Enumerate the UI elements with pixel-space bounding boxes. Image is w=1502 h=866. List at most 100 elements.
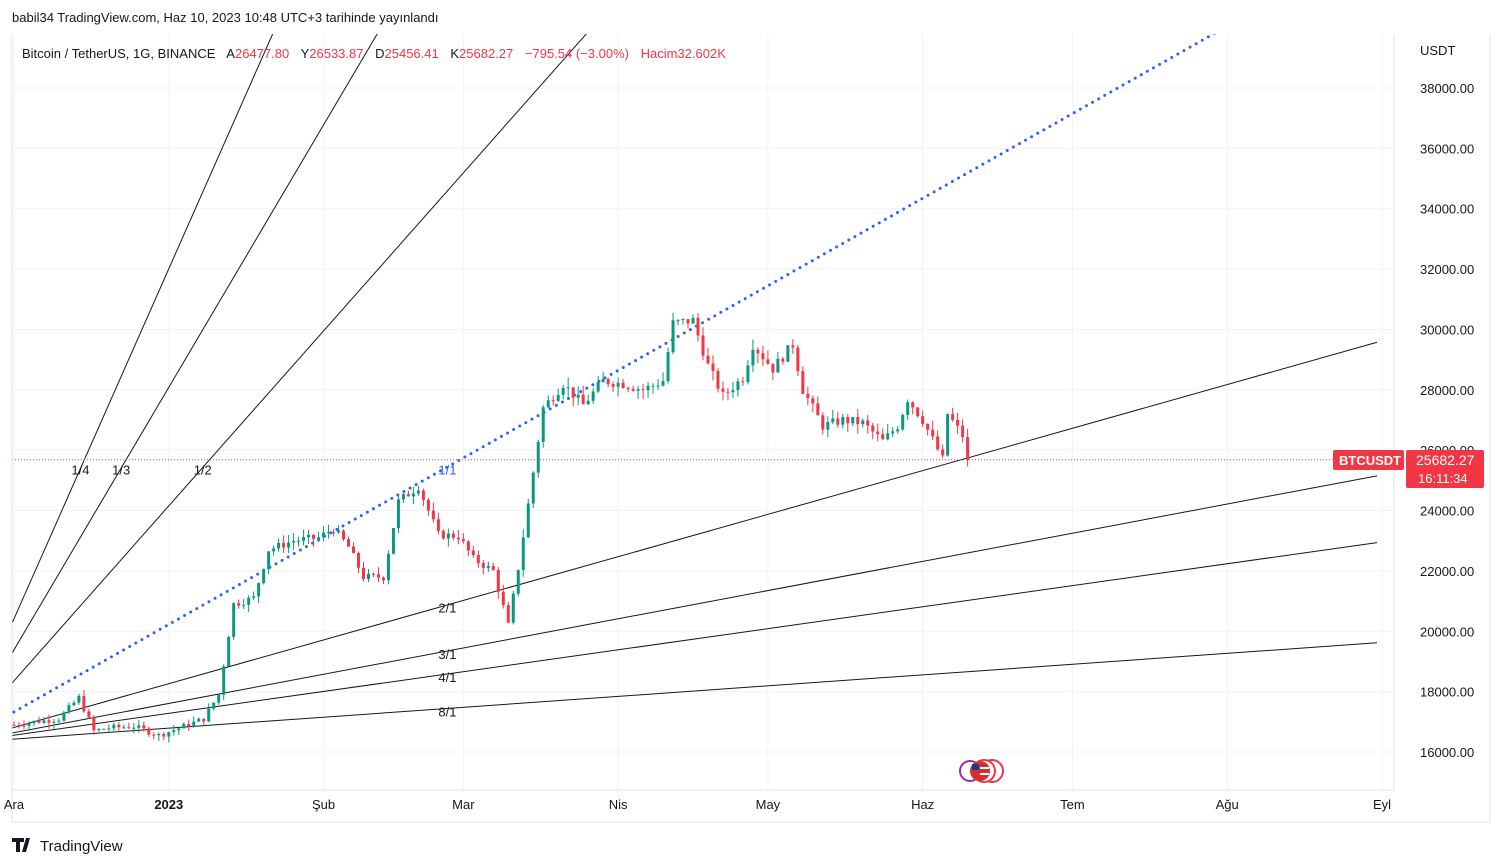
- price-tick-label: 36000.00: [1420, 141, 1474, 156]
- candle-body: [466, 541, 470, 551]
- candle-body: [52, 721, 56, 723]
- gann-line-2-1[interactable]: [0, 341, 1378, 743]
- candle-body: [716, 370, 720, 389]
- candle-body: [187, 723, 191, 727]
- candle-body: [17, 724, 21, 726]
- candle-body: [886, 433, 890, 440]
- gann-label: 1/2: [194, 462, 212, 477]
- candle-body: [531, 472, 535, 504]
- economic-events[interactable]: [959, 759, 1004, 783]
- candle-body: [566, 387, 570, 389]
- plot-area[interactable]: 1/4 1/3 1/2 1/1 2/1 3/1 4/1 8/1: [0, 0, 1394, 743]
- candle-body: [916, 407, 920, 417]
- candle-body: [22, 725, 26, 727]
- gann-line-1-3[interactable]: [0, 0, 1377, 743]
- us-flag-canton: [972, 764, 979, 770]
- gann-line-1-2[interactable]: [0, 0, 1377, 743]
- candle-body: [766, 359, 770, 364]
- candle-body: [202, 718, 206, 722]
- gann-line-8-1[interactable]: [0, 642, 1378, 743]
- candle-body: [841, 417, 845, 425]
- candle-body: [212, 702, 216, 709]
- candle-body: [836, 418, 840, 425]
- candle-body: [601, 378, 605, 383]
- candle-body: [516, 569, 520, 594]
- candle-body: [706, 355, 710, 364]
- candle-body: [731, 390, 735, 393]
- svg-text:Bitcoin / TetherUS, 1G, BINANC: Bitcoin / TetherUS, 1G, BINANCE A26477.8…: [22, 46, 726, 61]
- gann-line-1-1[interactable]: [0, 0, 1377, 743]
- candle-body: [411, 493, 415, 497]
- candle-body: [47, 720, 51, 723]
- time-tick-label: Ara: [4, 797, 25, 812]
- candle-body: [157, 733, 161, 736]
- candle-body: [82, 695, 86, 712]
- candle-body: [97, 728, 101, 731]
- candle-body: [831, 418, 835, 423]
- symbol-tag: BTCUSDT: [1339, 453, 1401, 468]
- candle-body: [42, 720, 46, 723]
- candle-body: [361, 567, 365, 580]
- gann-line-4-1[interactable]: [0, 542, 1378, 743]
- time-tick-label: Mar: [452, 797, 475, 812]
- candle-body: [152, 734, 156, 736]
- candle-body: [242, 604, 246, 606]
- candle-body: [586, 400, 590, 405]
- candle-body: [561, 387, 565, 395]
- gann-fan[interactable]: [0, 0, 1378, 743]
- candle-body: [302, 537, 306, 541]
- candle-body: [342, 530, 346, 540]
- candle-body: [696, 317, 700, 336]
- time-tick-label: Ağu: [1216, 797, 1239, 812]
- candle-body: [376, 574, 380, 578]
- candle-body: [726, 391, 730, 393]
- candle-body: [851, 417, 855, 424]
- candle-body: [307, 534, 311, 538]
- candle-body: [62, 712, 66, 721]
- published-info: babil34 TradingView.com, Haz 10, 2023 10…: [12, 10, 439, 25]
- candle-body: [451, 533, 455, 538]
- candle-body: [961, 425, 965, 438]
- candle-body: [421, 490, 425, 500]
- gann-label: 8/1: [438, 704, 456, 719]
- candle-body: [736, 381, 740, 391]
- candle-body: [192, 721, 196, 727]
- candle-body: [721, 388, 725, 392]
- candle-body: [896, 429, 900, 432]
- candle-body: [701, 335, 705, 356]
- candle-body: [67, 705, 71, 713]
- candle-body: [496, 570, 500, 592]
- time-tick-label: Nis: [609, 797, 628, 812]
- close-label: K: [450, 46, 459, 61]
- tradingview-logo[interactable]: TradingView: [12, 838, 123, 855]
- time-tick-label: May: [756, 797, 781, 812]
- candle-body: [596, 382, 600, 392]
- candle-body: [786, 345, 790, 362]
- candle-body: [107, 728, 111, 730]
- candle-body: [621, 382, 625, 388]
- candle-body: [941, 449, 945, 456]
- price-tick-label: 28000.00: [1420, 383, 1474, 398]
- candle-body: [876, 431, 880, 435]
- candle-body: [801, 371, 805, 394]
- gann-label: 1/3: [112, 462, 130, 477]
- candle-body: [741, 381, 745, 383]
- gann-line-1-4[interactable]: [0, 0, 1377, 743]
- gann-label: 1/1: [438, 462, 456, 477]
- time-axis[interactable]: Ara 2023 Şub Mar Nis May Haz Tem Ağu Eyl: [4, 797, 1391, 812]
- candle-body: [881, 434, 885, 440]
- candle-body: [257, 583, 261, 597]
- high-label: Y: [301, 46, 310, 61]
- gann-labels: 1/4 1/3 1/2 1/1 2/1 3/1 4/1 8/1: [71, 462, 456, 719]
- price-tick-label: 20000.00: [1420, 624, 1474, 639]
- candle-body: [32, 720, 36, 724]
- price-tick-label: 16000.00: [1420, 745, 1474, 760]
- gann-line-3-1[interactable]: [0, 475, 1378, 743]
- candle-body: [756, 349, 760, 354]
- candle-body: [267, 551, 271, 570]
- candle-body: [891, 431, 895, 434]
- candle-body: [871, 425, 875, 432]
- candle-body: [646, 385, 650, 391]
